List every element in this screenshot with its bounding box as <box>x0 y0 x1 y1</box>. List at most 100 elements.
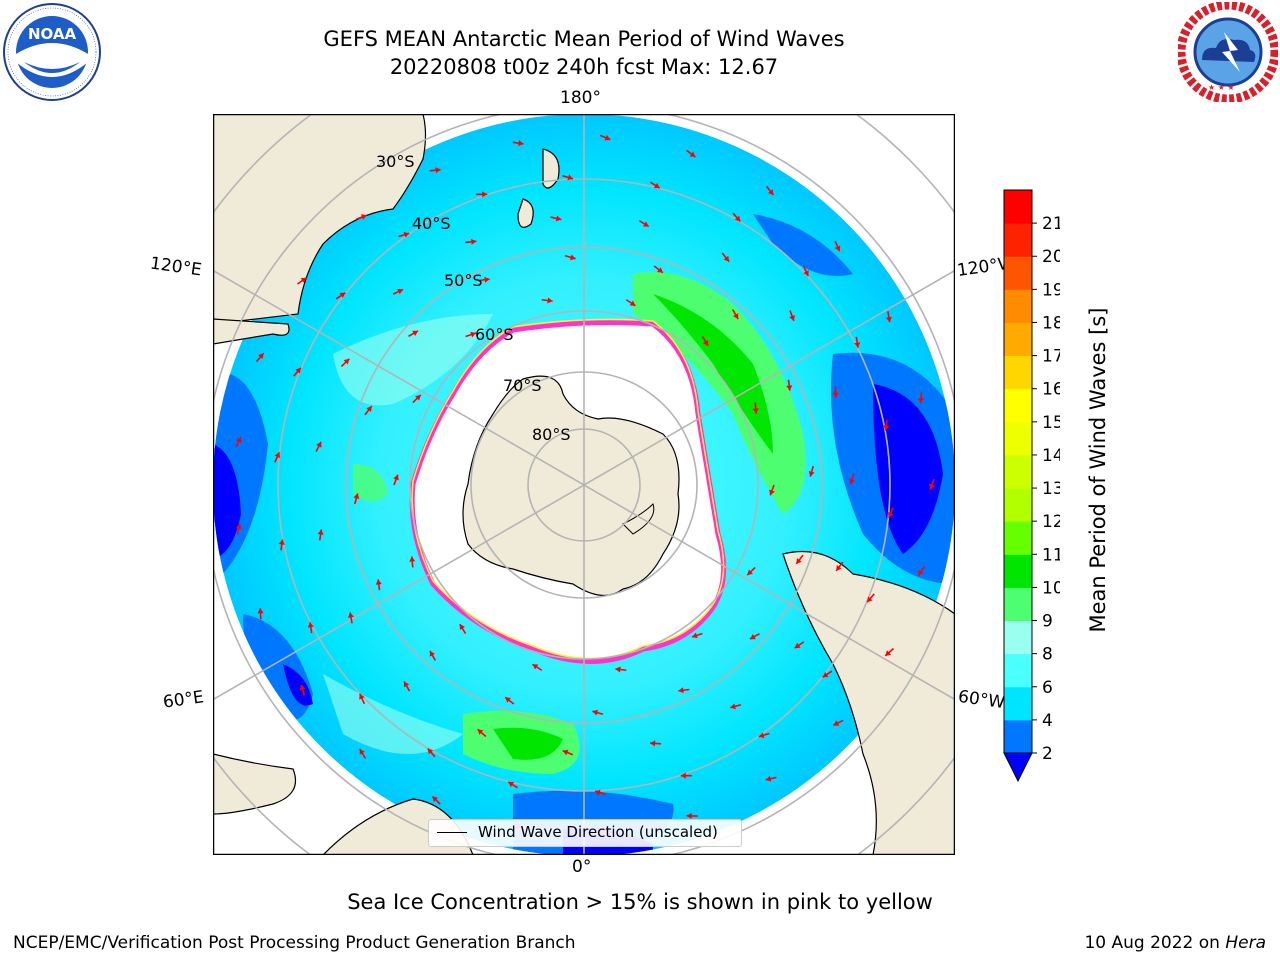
legend-line-swatch <box>437 832 467 833</box>
colorbar-tick-label: 13 <box>1042 479 1060 499</box>
date-stamp: 10 Aug 2022 on Hera <box>1084 933 1266 953</box>
wave-arrow-head <box>689 151 696 158</box>
wave-arrow-head <box>236 437 242 443</box>
chart-subtitle: 20220808 t00z 240h fcst Max: 12.67 <box>389 55 779 79</box>
wave-arrow-head <box>427 748 434 755</box>
wave-arrow-head <box>867 596 873 603</box>
colorbar-block <box>1004 554 1032 588</box>
machine-name: Hera <box>1225 933 1266 953</box>
colorbar-tick-label: 16 <box>1042 380 1060 400</box>
wave-arrow-head <box>752 408 759 414</box>
wave-arrow-head <box>359 748 365 755</box>
chart-title: GEFS MEAN Antarctic Mean Period of Wind … <box>323 27 845 51</box>
colorbar-label: Mean Period of Wind Waves [s] <box>1086 307 1110 633</box>
wave-arrow-head <box>432 796 439 803</box>
colorbar-block <box>1004 388 1032 423</box>
colorbar-ticks: 2 4 6 8 9 10 11 12 13 14 15 16 17 18 19 20 21 <box>1032 214 1060 764</box>
colorbar-tick-label: 4 <box>1042 711 1053 731</box>
colorbar-tick-label: 8 <box>1042 645 1053 665</box>
colorbar-tick-label: 2 <box>1042 744 1053 764</box>
wave-arrow-head <box>505 697 511 703</box>
wave-arrow-head <box>347 612 354 618</box>
wave-arrow-head <box>235 523 242 530</box>
wave-arrow-head <box>508 781 515 788</box>
noaa-logo: NOAA <box>3 3 101 101</box>
wave-arrow-head <box>353 493 360 500</box>
colorbar-tick-label: 9 <box>1042 612 1053 632</box>
wave-arrow-head <box>885 316 892 323</box>
wave-arrow-head <box>316 441 322 448</box>
wave-arrow-head <box>918 569 924 576</box>
wave-arrow-head <box>299 684 306 691</box>
wave-arrow-head <box>532 664 539 670</box>
wave-arrow-head <box>459 624 465 630</box>
wave-arrow-head <box>849 478 855 485</box>
legend-label: Wind Wave Direction (unscaled) <box>478 823 718 841</box>
colorbar-tick-label: 10 <box>1042 578 1060 598</box>
lat-label-30s: 30°S <box>376 152 415 171</box>
wave-arrow-head <box>375 579 382 585</box>
wave-arrow-head <box>343 358 350 365</box>
colorbar-block <box>1004 190 1032 224</box>
wave-arrow-head <box>317 529 324 535</box>
wave-arrow-head <box>403 681 410 688</box>
sea-ice-note: Sea Ice Concentration > 15% is shown in … <box>347 890 933 914</box>
svg-text:★ ★ ★: ★ ★ ★ <box>1208 83 1235 92</box>
wave-arrow-head <box>429 650 435 657</box>
colorbar-frame <box>1003 189 1033 754</box>
lon-label-120e: 120°E <box>148 253 203 281</box>
lat-label-70s: 70°S <box>503 376 542 395</box>
wave-arrow-head <box>307 622 314 628</box>
wave-arrow-head <box>258 353 264 359</box>
wave-arrow-head <box>484 276 490 283</box>
wave-arrow-head <box>339 292 346 299</box>
wave-arrow-head <box>477 729 484 735</box>
wave-arrow-head <box>767 189 774 196</box>
lon-label-0: 0° <box>572 857 592 877</box>
colorbar-tick-label: 12 <box>1042 512 1060 532</box>
colorbar-block <box>1004 488 1032 522</box>
wave-arrow-head <box>604 134 611 141</box>
wave-arrow-head <box>794 642 801 649</box>
nws-logo: ★ ★ ★ <box>1178 2 1278 102</box>
colorbar-block <box>1004 454 1032 489</box>
wave-arrow-head <box>412 330 419 336</box>
wave-arrow-head <box>409 556 416 562</box>
wave-arrow-head <box>569 254 576 261</box>
wave-arrow-head <box>885 650 892 656</box>
lat-label-80s: 80°S <box>532 425 571 444</box>
wave-arrow-head <box>765 775 772 782</box>
wave-arrow-head <box>567 174 574 181</box>
colorbar-block <box>1004 521 1032 555</box>
wave-arrow-head <box>796 558 802 564</box>
colorbar-tick-label: 18 <box>1042 313 1060 333</box>
wave-arrow-head <box>562 749 569 756</box>
wave-arrow-head <box>547 297 553 304</box>
wave-arrow-head <box>834 245 841 252</box>
graticule <box>213 114 955 855</box>
wave-arrow-head <box>274 452 281 459</box>
wave-arrow-head <box>887 511 894 518</box>
map-frame <box>213 114 955 855</box>
wave-arrow-head <box>471 238 477 245</box>
wave-arrow-head <box>883 425 890 431</box>
wave-arrow-head <box>470 331 476 338</box>
colorbar-block <box>1004 587 1032 622</box>
lat-label-40s: 40°S <box>412 214 451 233</box>
lat-label-50s: 50°S <box>444 271 483 290</box>
wave-arrow-head <box>518 140 524 147</box>
wave-arrow-head <box>403 231 410 238</box>
wave-arrow-head <box>808 470 815 477</box>
colorbar-block <box>1004 421 1032 456</box>
lat-label-60s: 60°S <box>475 325 514 344</box>
colorbar-block <box>1004 289 1032 323</box>
colorbar-tick-label: 20 <box>1042 247 1060 267</box>
wave-arrow-head <box>833 720 840 726</box>
wave-arrow-head <box>615 666 621 673</box>
colorbar-block <box>1004 223 1032 257</box>
wave-arrow-head <box>657 267 663 273</box>
wave-arrow-head <box>257 608 264 614</box>
map-legend: Wind Wave Direction (unscaled) <box>428 819 742 847</box>
wave-arrow-head <box>836 565 842 571</box>
wave-arrow-head <box>366 406 372 412</box>
